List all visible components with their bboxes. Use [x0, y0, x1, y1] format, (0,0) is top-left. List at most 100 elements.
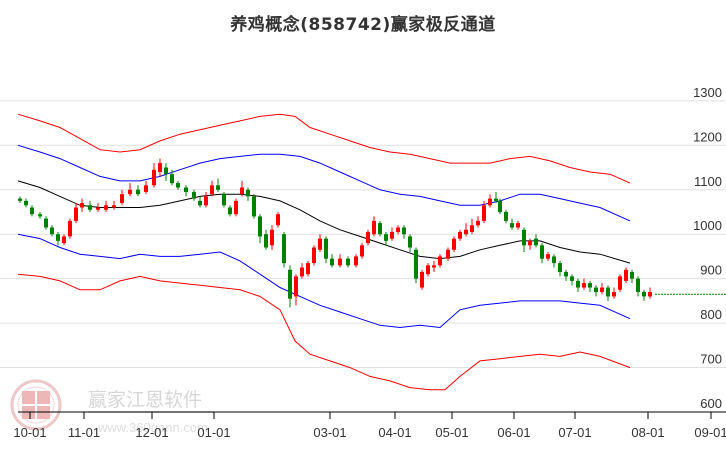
x-tick-label: 07-01 [558, 425, 591, 440]
candle [618, 274, 622, 292]
candle [366, 229, 370, 246]
candle [420, 269, 424, 290]
candle [44, 216, 48, 230]
candle [170, 169, 174, 186]
y-tick-label: 1200 [693, 129, 722, 144]
band-outer-upper [17, 113, 631, 184]
candle [360, 243, 364, 259]
candle [288, 265, 292, 308]
candle [80, 198, 84, 212]
candle [68, 218, 72, 239]
candle [338, 254, 342, 268]
candle [88, 200, 92, 212]
y-tick-label: 800 [700, 307, 722, 322]
candle [252, 194, 256, 219]
candle [552, 254, 556, 268]
watermark: 赢家江恩软件 www.360gann.com [10, 379, 214, 435]
candle [24, 198, 28, 208]
candle [534, 234, 538, 248]
candle [470, 218, 474, 235]
candle [476, 216, 480, 228]
candle [516, 220, 520, 230]
candle [600, 283, 604, 295]
candle [112, 200, 116, 210]
candle [464, 223, 468, 237]
x-tick-label: 05-01 [435, 425, 468, 440]
candle [452, 236, 456, 252]
candle [432, 260, 436, 272]
candle [38, 211, 42, 219]
candle [372, 216, 376, 237]
chart-title: 养鸡概念(858742)赢家极反通道 [230, 15, 496, 35]
candle [158, 158, 162, 177]
candle [228, 205, 232, 217]
candle [216, 178, 220, 192]
candle [258, 214, 262, 244]
candle [582, 278, 586, 290]
channel-bands [17, 113, 631, 391]
candle [504, 209, 508, 224]
candle [402, 225, 406, 239]
candle [62, 234, 66, 246]
candle [458, 229, 462, 241]
candle [204, 191, 208, 208]
candle [570, 274, 574, 286]
x-tick-label: 08-01 [631, 425, 664, 440]
candle [540, 243, 544, 264]
candle [522, 227, 526, 252]
candle [306, 260, 310, 277]
candle [354, 254, 358, 268]
y-axis-labels: 600 700 800 900 1000 1100 1200 1300 [693, 85, 722, 411]
x-tick-label: 06-01 [497, 425, 530, 440]
candle [30, 205, 34, 217]
candle [294, 274, 298, 306]
x-tick-label: 10-01 [13, 425, 46, 440]
candle [564, 269, 568, 281]
candle [50, 225, 54, 237]
candle [192, 189, 196, 201]
candle [636, 276, 640, 297]
band-mid [17, 180, 631, 264]
candle [494, 191, 498, 204]
candle [56, 231, 60, 246]
candle [588, 280, 592, 292]
candle [300, 263, 304, 279]
candle [264, 229, 268, 250]
watermark-text: 赢家江恩软件 [88, 389, 202, 411]
candle [312, 245, 316, 266]
candle [390, 227, 394, 241]
candle [96, 203, 100, 212]
candle [446, 247, 450, 261]
x-tick-label: 12-01 [135, 425, 168, 440]
y-tick-label: 1100 [694, 174, 722, 189]
candle [346, 256, 350, 268]
candle [222, 191, 226, 208]
candle [184, 185, 188, 197]
candle [488, 194, 492, 208]
candle [176, 180, 180, 190]
x-tick-label: 11-01 [68, 425, 100, 440]
x-axis: 10-01 11-01 12-01 01-01 03-01 04-01 05-01 06-01… [13, 411, 726, 440]
candle [594, 285, 598, 297]
band-inner-lower [17, 233, 631, 329]
candle [612, 287, 616, 299]
candle [270, 225, 274, 250]
candle [330, 254, 334, 268]
candle [482, 200, 486, 224]
candle [246, 187, 250, 201]
y-tick-label: 700 [700, 352, 722, 367]
candle [558, 260, 562, 277]
candle [648, 287, 652, 299]
candle [240, 180, 244, 197]
candle [576, 278, 580, 292]
y-tick-label: 1000 [693, 218, 722, 233]
y-tick-label: 600 [700, 396, 722, 411]
y-tick-label: 1300 [693, 85, 722, 100]
candle [18, 196, 22, 204]
x-tick-label: 03-01 [313, 425, 346, 440]
grid-lines [0, 100, 726, 369]
candle [408, 234, 412, 252]
candle [128, 183, 132, 197]
watermark-url: www.360gann.com [97, 420, 208, 435]
